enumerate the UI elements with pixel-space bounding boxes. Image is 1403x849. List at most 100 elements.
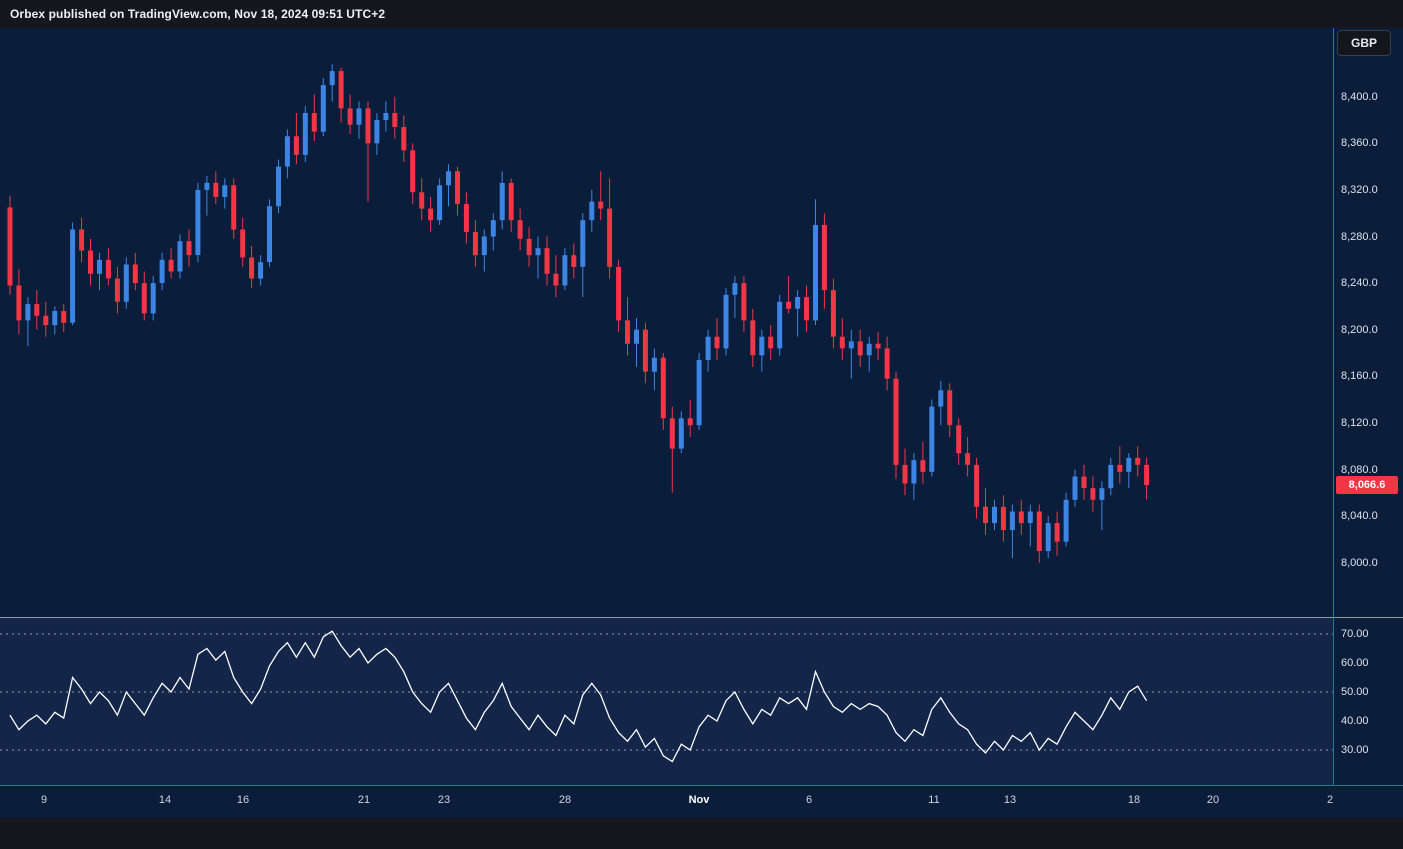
candle-body [132, 264, 138, 284]
candle-body [374, 120, 380, 144]
candle-body [365, 108, 371, 144]
candle-body [992, 506, 997, 524]
candle-body [105, 259, 111, 279]
candle-body [866, 343, 872, 356]
candle-body [61, 311, 67, 323]
time-axis-label: 9 [40, 794, 48, 806]
candle-body [329, 71, 335, 86]
candle-body [938, 390, 944, 407]
rsi-axis-label: 40.00 [1341, 715, 1369, 727]
candle-body [920, 460, 926, 472]
price-axis-label: 8,400.0 [1341, 90, 1378, 103]
candle-body [392, 113, 398, 127]
candle-body [168, 259, 174, 272]
time-axis-label: 14 [158, 794, 172, 806]
candle-body [177, 241, 183, 272]
candle-body [401, 127, 407, 151]
candle-body [356, 108, 362, 125]
rsi-axis-label: 60.00 [1341, 657, 1369, 669]
candle-body [669, 418, 675, 449]
rsi-axis-label: 70.00 [1341, 628, 1369, 640]
time-axis-label: 23 [437, 794, 451, 806]
price-axis-label: 8,000.0 [1341, 556, 1378, 569]
candle-body [446, 171, 451, 186]
candle-body [616, 266, 622, 321]
candle-body [642, 329, 648, 372]
time-axis-label: 20 [1206, 794, 1220, 806]
time-axis-label: 13 [1003, 794, 1017, 806]
candle-body [88, 250, 93, 274]
candle-body [884, 348, 890, 379]
candle-body [750, 320, 756, 356]
candle-body [383, 113, 389, 120]
candle-body [732, 283, 738, 295]
candle-body [1081, 476, 1087, 489]
price-pane-svg[interactable] [0, 28, 1333, 617]
candle-body [1117, 464, 1123, 472]
candle-body [1090, 488, 1096, 500]
candle-body [813, 224, 818, 321]
last-price-badge: 8,066.6 [1336, 476, 1398, 495]
candle-body [347, 108, 353, 125]
candle-body [499, 182, 505, 221]
candle-body [508, 182, 514, 221]
currency-toggle-button[interactable]: GBP [1337, 30, 1391, 56]
candle-body [79, 229, 85, 251]
candle-body [1072, 476, 1078, 500]
time-axis-label: 11 [928, 794, 940, 806]
candle-body [625, 320, 630, 344]
candle-body [911, 460, 917, 484]
candle-body [481, 236, 487, 256]
candle-body [902, 464, 908, 484]
candle-body [947, 390, 953, 426]
candle-body [705, 336, 711, 360]
candle-body [929, 406, 935, 472]
candle-body [293, 136, 299, 155]
candle-body [123, 264, 129, 302]
candle-body [16, 285, 22, 321]
price-axis-border-line [1333, 28, 1334, 785]
candle-body [526, 238, 532, 256]
candle-body [562, 255, 568, 286]
candle-body [490, 220, 496, 237]
time-axis-label: 2 [1326, 794, 1334, 806]
candle-body [1009, 511, 1015, 531]
candle-body [1018, 511, 1024, 524]
candle-body [463, 203, 469, 232]
candle-body [302, 113, 308, 155]
pane-separator-line[interactable] [0, 617, 1403, 618]
candle-body [231, 185, 237, 230]
candle-body [786, 301, 792, 309]
candle-body [114, 278, 120, 302]
price-axis-label: 8,240.0 [1341, 277, 1378, 290]
candle-body [696, 360, 702, 426]
candle-body [965, 453, 971, 465]
candle-body [983, 506, 988, 524]
candle-body [141, 283, 147, 314]
rsi-line [9, 630, 1148, 763]
candle-body [974, 464, 980, 507]
candle-body [1126, 457, 1132, 472]
candle-body [258, 262, 264, 279]
candle-body [571, 255, 577, 267]
candle-body [150, 283, 156, 314]
candle-body [741, 283, 747, 321]
candle-body [1036, 511, 1042, 552]
candle-body [213, 182, 219, 197]
candle-body [759, 336, 765, 356]
candle-body [311, 113, 317, 132]
rsi-axis-label: 50.00 [1341, 686, 1369, 698]
candle-body [1000, 506, 1006, 531]
candle-body [1027, 511, 1033, 524]
candle-body [1045, 523, 1051, 552]
candle-body [768, 336, 774, 349]
candle-body [186, 241, 192, 256]
rsi-pane-svg[interactable] [0, 618, 1333, 785]
candle-body [249, 257, 255, 279]
price-axis-label: 8,120.0 [1341, 416, 1378, 429]
candle-body [1135, 457, 1141, 465]
candle-body [535, 248, 541, 256]
candle-body [428, 208, 434, 221]
candle-body [284, 136, 290, 167]
candle-body [159, 259, 165, 284]
